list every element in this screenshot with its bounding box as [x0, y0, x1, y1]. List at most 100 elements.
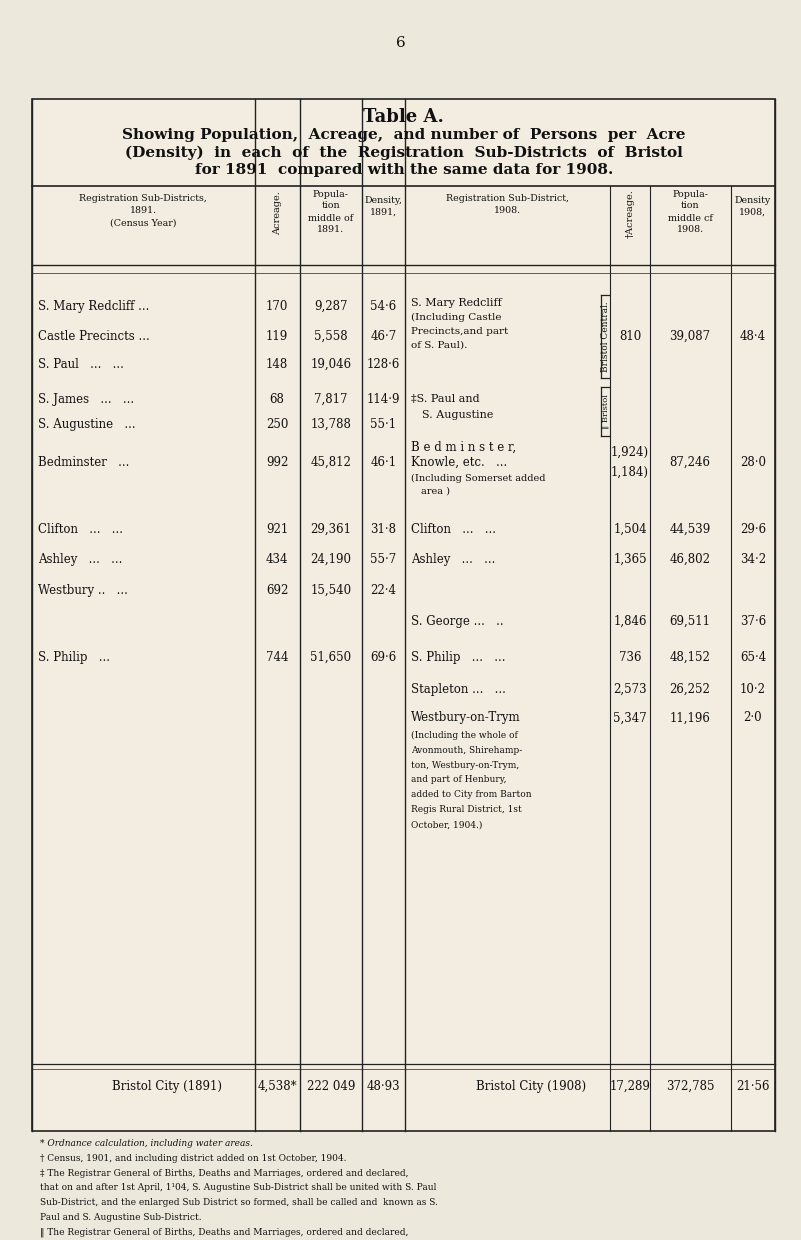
Text: 1891,: 1891, — [370, 207, 396, 217]
Text: 68: 68 — [270, 393, 284, 405]
Text: tion: tion — [321, 201, 340, 211]
Text: 11,196: 11,196 — [670, 712, 710, 724]
Text: 17,289: 17,289 — [610, 1080, 650, 1092]
Text: Sub-District, and the enlarged Sub District so formed, shall be called and  know: Sub-District, and the enlarged Sub Distr… — [40, 1198, 438, 1208]
Text: S. Philip   ...   ...: S. Philip ... ... — [411, 651, 505, 663]
Text: 51,650: 51,650 — [310, 651, 352, 663]
Text: 1,846: 1,846 — [614, 615, 646, 627]
Text: 7,817: 7,817 — [314, 393, 348, 405]
Text: Density,: Density, — [364, 196, 402, 206]
Text: 15,540: 15,540 — [310, 584, 352, 596]
Text: Acreage.: Acreage. — [272, 191, 282, 236]
Text: † Census, 1901, and including district added on 1st October, 1904.: † Census, 1901, and including district a… — [40, 1153, 347, 1163]
Text: 26,252: 26,252 — [670, 683, 710, 696]
Text: 31·8: 31·8 — [370, 523, 396, 536]
Text: 1908.: 1908. — [494, 206, 521, 216]
Text: Ashley   ...   ...: Ashley ... ... — [411, 553, 495, 565]
Text: S. Mary Redcliff: S. Mary Redcliff — [411, 298, 501, 308]
Text: Popula-: Popula- — [672, 190, 708, 200]
Text: 1891.: 1891. — [130, 206, 157, 216]
Text: S. Augustine: S. Augustine — [422, 410, 493, 420]
Bar — [32, 99, 775, 1131]
Text: 5,347: 5,347 — [613, 712, 647, 724]
Text: 222 049: 222 049 — [307, 1080, 355, 1092]
Text: 921: 921 — [266, 523, 288, 536]
Text: Knowle, etc.   ...: Knowle, etc. ... — [411, 456, 507, 469]
Text: 434: 434 — [266, 553, 288, 565]
Text: middle cf: middle cf — [667, 213, 713, 223]
Text: 170: 170 — [266, 300, 288, 312]
Text: Ashley   ...   ...: Ashley ... ... — [38, 553, 123, 565]
Text: S. Philip   ...: S. Philip ... — [38, 651, 111, 663]
Text: 55·7: 55·7 — [370, 553, 396, 565]
Text: 46·1: 46·1 — [370, 456, 396, 469]
Text: middle of: middle of — [308, 213, 353, 223]
Text: Castle Precincts ...: Castle Precincts ... — [38, 330, 151, 342]
Text: October, 1904.): October, 1904.) — [411, 820, 482, 830]
Text: Precincts,and part: Precincts,and part — [411, 326, 508, 336]
Text: 54·6: 54·6 — [370, 300, 396, 312]
Text: 250: 250 — [266, 418, 288, 430]
Text: (Including the whole of: (Including the whole of — [411, 730, 517, 740]
Text: of S. Paul).: of S. Paul). — [411, 340, 467, 350]
Text: 48,152: 48,152 — [670, 651, 710, 663]
Text: 5,558: 5,558 — [314, 330, 348, 342]
Text: 4,538*: 4,538* — [257, 1080, 297, 1092]
Text: 6: 6 — [396, 36, 405, 51]
Text: 1908,: 1908, — [739, 207, 767, 217]
Text: 2·0: 2·0 — [743, 712, 763, 724]
Text: added to City from Barton: added to City from Barton — [411, 790, 532, 800]
Text: ‖ The Registrar General of Births, Deaths and Marriages, ordered and declared,: ‖ The Registrar General of Births, Death… — [40, 1228, 409, 1238]
Text: 87,246: 87,246 — [670, 456, 710, 469]
Text: 48·93: 48·93 — [367, 1080, 400, 1092]
Text: 1908.: 1908. — [677, 224, 703, 234]
Text: (Density)  in  each  of  the  Registration  Sub-Districts  of  Bristol: (Density) in each of the Registration Su… — [125, 145, 682, 160]
Text: 21·56: 21·56 — [736, 1080, 770, 1092]
Text: 45,812: 45,812 — [310, 456, 352, 469]
Text: area ): area ) — [421, 486, 449, 496]
Text: 46·7: 46·7 — [370, 330, 396, 342]
Text: Bristol City (1908): Bristol City (1908) — [477, 1080, 586, 1092]
Text: 44,539: 44,539 — [670, 523, 710, 536]
Text: Density: Density — [735, 196, 771, 206]
Text: that on and after 1st April, 1¹04, S. Augustine Sub-District shall be united wit: that on and after 1st April, 1¹04, S. Au… — [40, 1183, 437, 1193]
Text: 65·4: 65·4 — [740, 651, 766, 663]
Text: S. Paul   ...   ...: S. Paul ... ... — [38, 358, 124, 371]
Text: 148: 148 — [266, 358, 288, 371]
Text: 744: 744 — [266, 651, 288, 663]
Text: 48·4: 48·4 — [740, 330, 766, 343]
Text: 9,287: 9,287 — [314, 300, 348, 312]
Text: * Ordnance calculation, including water areas.: * Ordnance calculation, including water … — [40, 1138, 253, 1148]
Text: Table A.: Table A. — [364, 108, 444, 125]
Text: ‡ The Registrar General of Births, Deaths and Marriages, ordered and declared,: ‡ The Registrar General of Births, Death… — [40, 1168, 409, 1178]
Text: Registration Sub-Districts,: Registration Sub-Districts, — [79, 193, 207, 203]
Text: 372,785: 372,785 — [666, 1080, 714, 1092]
Text: Registration Sub-District,: Registration Sub-District, — [446, 193, 569, 203]
Text: 1,184): 1,184) — [611, 466, 649, 479]
Text: Stapleton ...   ...: Stapleton ... ... — [411, 683, 505, 696]
Text: 29·6: 29·6 — [740, 523, 766, 536]
Text: 10·2: 10·2 — [740, 683, 766, 696]
Text: 19,046: 19,046 — [310, 358, 352, 371]
Text: 992: 992 — [266, 456, 288, 469]
Text: (Including Castle: (Including Castle — [411, 312, 501, 322]
Text: 28·0: 28·0 — [740, 456, 766, 469]
Text: (Census Year): (Census Year) — [110, 218, 177, 228]
Text: ton, Westbury-on-Trym,: ton, Westbury-on-Trym, — [411, 760, 519, 770]
Text: 114·9: 114·9 — [367, 393, 400, 405]
Text: 29,361: 29,361 — [310, 523, 352, 536]
Text: 1,924): 1,924) — [611, 446, 649, 459]
Text: Showing Population,  Acreage,  and number of  Persons  per  Acre: Showing Population, Acreage, and number … — [122, 128, 686, 143]
Text: 810: 810 — [619, 330, 641, 343]
Text: †Acreage.: †Acreage. — [626, 188, 634, 238]
Text: 692: 692 — [266, 584, 288, 596]
Text: 736: 736 — [618, 651, 642, 663]
Text: 39,087: 39,087 — [670, 330, 710, 343]
Text: Clifton   ...   ...: Clifton ... ... — [411, 523, 496, 536]
Text: S. James   ...   ...: S. James ... ... — [38, 393, 135, 405]
Text: Bristol Central.: Bristol Central. — [601, 301, 610, 372]
Text: Westbury-on-Trym: Westbury-on-Trym — [411, 712, 521, 724]
Text: S. Augustine   ...: S. Augustine ... — [38, 418, 136, 430]
Text: 37·6: 37·6 — [740, 615, 766, 627]
Text: 13,788: 13,788 — [310, 418, 352, 430]
